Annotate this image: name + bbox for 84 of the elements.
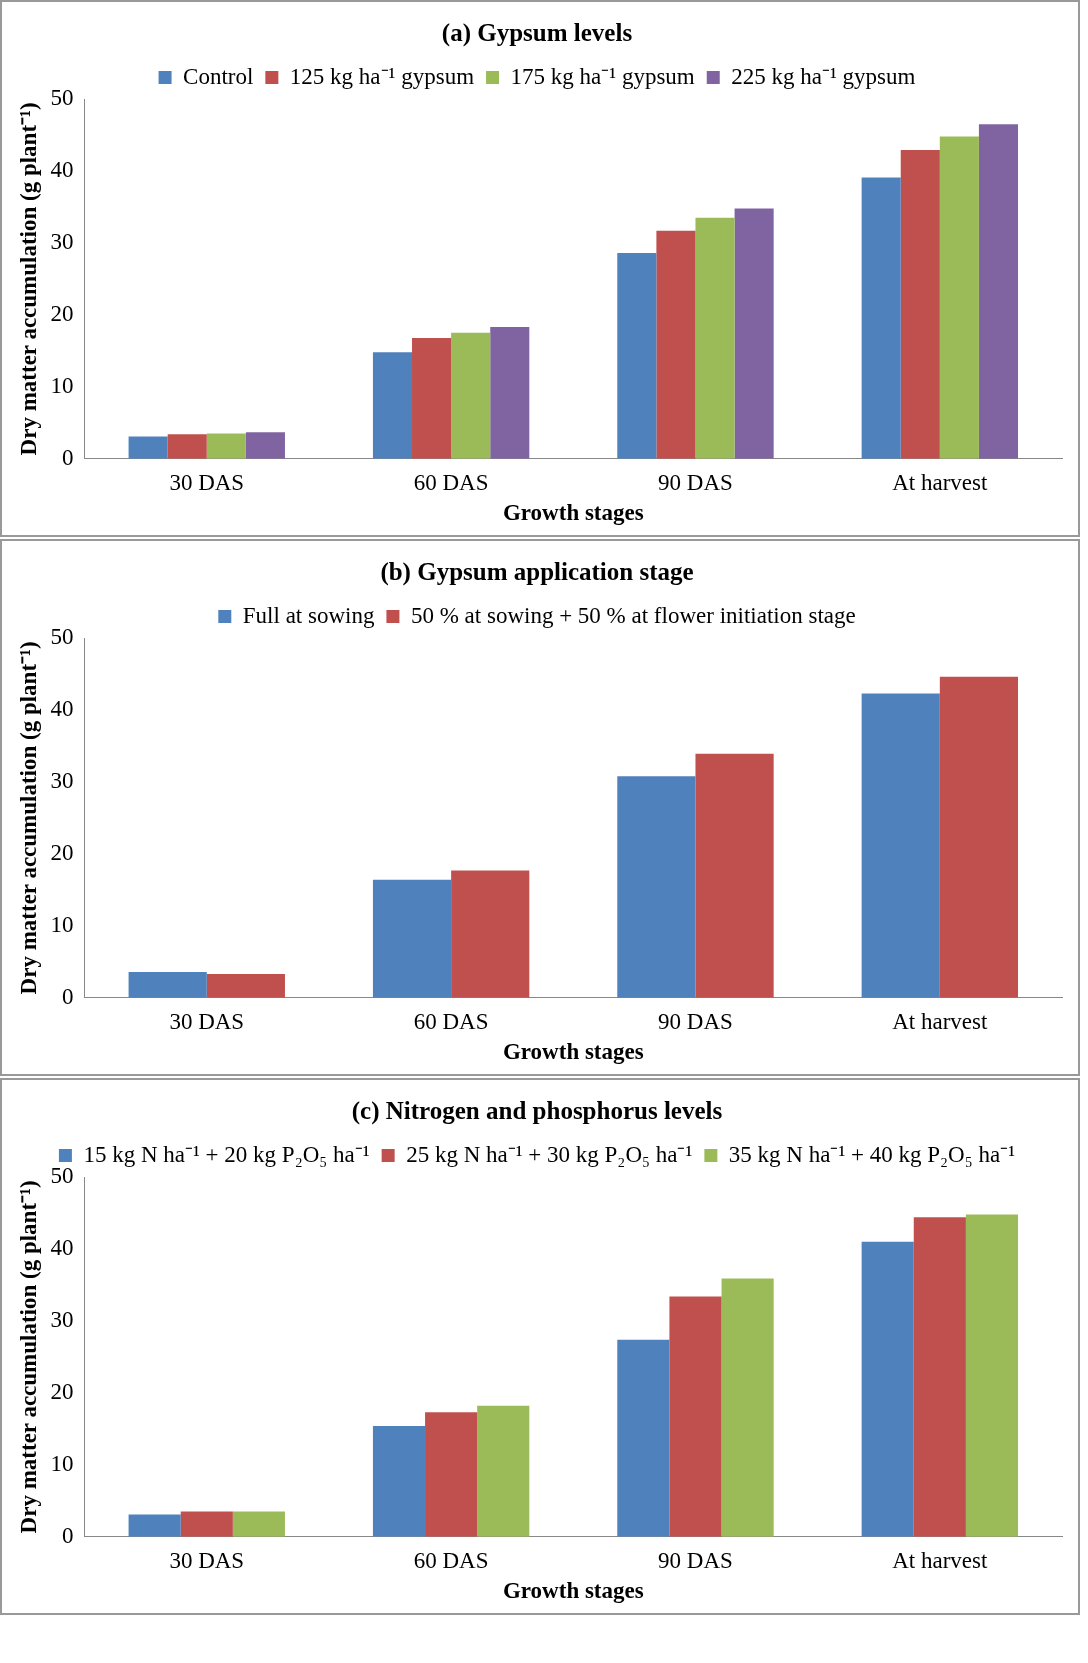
y-tick-label: 20 [50,839,74,865]
bar [939,676,1019,998]
x-tick-label: 60 DAS [413,1547,489,1573]
bar [128,436,168,459]
bar [372,352,413,459]
bar [128,971,207,998]
bar [939,136,979,459]
y-tick-label: 50 [50,1163,74,1189]
bar [861,693,940,998]
bar [477,1405,530,1537]
bar [656,230,696,459]
chart-title: (b) Gypsum application stage [380,558,694,587]
bar [451,332,491,459]
x-tick-label: At harvest [892,1547,989,1573]
x-tick-label: 60 DAS [413,469,489,495]
y-tick-label: 40 [50,1235,74,1261]
x-tick-label: At harvest [892,1008,989,1034]
bar [425,1412,478,1537]
x-tick-label: 30 DAS [169,469,245,495]
y-tick-label: 0 [62,444,74,470]
x-axis-title: Growth stages [502,1039,644,1065]
y-tick-label: 30 [50,228,74,254]
bar [206,974,285,998]
y-axis-title: Dry matter accumulation (g plant⁻¹) [15,1180,41,1534]
bar [695,217,735,459]
legend-label: 125 kg ha⁻¹ gypsum [289,63,475,89]
y-tick-label: 20 [50,300,74,326]
bar [372,1425,426,1537]
legend-label: 15 kg N ha⁻¹ + 20 kg P₂O₅ ha⁻¹ [83,1141,370,1167]
bar [232,1511,285,1537]
bar [861,1241,914,1537]
y-tick-label: 10 [50,911,74,937]
y-axis-title: Dry matter accumulation (g plant⁻¹) [15,641,41,995]
y-tick-label: 50 [50,624,74,650]
legend-label: Control [183,63,254,89]
legend-label: 225 kg ha⁻¹ gypsum [731,63,916,89]
bar [180,1511,233,1537]
y-tick-label: 40 [50,696,74,722]
x-tick-label: 90 DAS [658,1547,733,1573]
bar [128,1514,181,1537]
bar [861,177,901,459]
bar [978,124,1019,459]
bar [617,252,657,459]
y-tick-label: 10 [50,372,74,398]
bar [721,1278,774,1537]
bar [669,1296,722,1537]
x-tick-label: 30 DAS [169,1547,245,1573]
y-tick-label: 50 [50,85,74,111]
bar [900,150,940,459]
x-tick-label: At harvest [892,469,989,495]
legend-label: 35 kg N ha⁻¹ + 40 kg P₂O₅ ha⁻¹ [728,1141,1016,1167]
y-tick-label: 0 [62,1522,74,1548]
y-axis-title: Dry matter accumulation (g plant⁻¹) [15,102,41,456]
bar [167,434,207,459]
chart-title: (a) Gypsum levels [441,19,633,48]
legend-label: Full at sowing [242,602,375,628]
bar [617,1339,670,1537]
y-tick-label: 0 [62,983,74,1009]
bar [913,1217,966,1537]
x-tick-label: 60 DAS [413,1008,489,1034]
x-tick-label: 90 DAS [658,1008,733,1034]
bar [695,753,774,998]
bar [617,776,696,998]
x-axis-title: Growth stages [502,1578,644,1604]
x-tick-label: 90 DAS [658,469,733,495]
y-tick-label: 30 [50,1306,74,1332]
x-tick-label: 30 DAS [169,1008,245,1034]
legend-label: 25 kg N ha⁻¹ + 30 kg P₂O₅ ha⁻¹ [406,1141,693,1167]
y-tick-label: 30 [50,767,74,793]
bar [206,433,246,459]
bar [372,879,452,998]
legend-label: 175 kg ha⁻¹ gypsum [510,63,695,89]
y-tick-label: 20 [50,1378,74,1404]
chart-title: (c) Nitrogen and phosphorus levels [351,1097,723,1126]
bar [412,337,452,459]
y-tick-label: 40 [50,157,74,183]
bar [245,432,285,459]
bar [965,1214,1019,1537]
y-tick-label: 10 [50,1450,74,1476]
bar [490,327,530,459]
bar [734,208,774,459]
x-axis-title: Growth stages [502,500,644,526]
bar [451,870,530,998]
legend-label: 50 % at sowing + 50 % at flower initiation stage [410,602,856,628]
